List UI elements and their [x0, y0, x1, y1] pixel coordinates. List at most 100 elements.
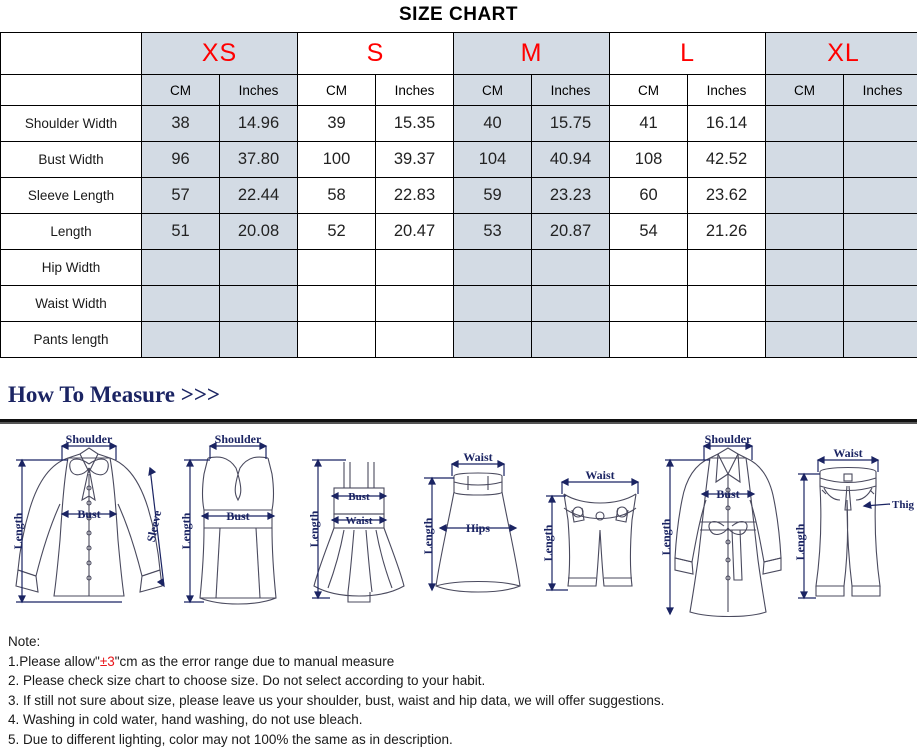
cell-sleeve-xl-in: [843, 177, 917, 214]
notes-section: Note: 1.Please allow"±3"cm as the error …: [0, 626, 917, 749]
label-shoulder: Shoulder: [705, 432, 752, 446]
label-length: Length: [179, 512, 193, 549]
cell-pants-xs-in: [218, 321, 299, 358]
label-bust: Bust: [226, 509, 249, 523]
cell-length-xl-cm: [765, 213, 845, 250]
size-chart-table: XS S M L XL CM Inches CM Inches CM Inche…: [0, 32, 917, 358]
size-header-row: XS S M L XL: [0, 32, 917, 75]
label-length: Length: [11, 512, 25, 549]
cell-length-l-cm: 54: [609, 213, 689, 250]
cell-bust-xs-cm: 96: [141, 141, 220, 178]
cell-waist-xs-cm: [141, 285, 220, 322]
cell-sleeve-m-cm: 59: [453, 177, 533, 214]
label-shoulder: Shoulder: [66, 432, 113, 446]
cell-shoulder-m-cm: 40: [453, 105, 533, 142]
label-length: Length: [794, 523, 807, 560]
cell-bust-s-in: 39.37: [375, 141, 455, 178]
unit-header-row: CM Inches CM Inches CM Inches CM Inches …: [0, 74, 917, 106]
cell-waist-xs-in: [218, 285, 299, 322]
label-thigh: Thigh: [892, 499, 914, 511]
size-header-xs: XS: [140, 32, 299, 75]
cell-sleeve-s-in: 22.83: [375, 177, 455, 214]
unit-header-xl-inches: Inches: [843, 74, 917, 106]
cell-length-m-cm: 53: [453, 213, 533, 250]
cell-shoulder-xs-in: 14.96: [218, 105, 299, 142]
cell-shoulder-l-cm: 41: [609, 105, 689, 142]
garment-strap-dress: Bust Waist Length: [302, 430, 418, 626]
table-row: Waist Width: [0, 285, 917, 322]
table-row: Pants length: [0, 321, 917, 358]
note-line-3: 3. If still not sure about size, please …: [8, 692, 665, 708]
unit-header-l-inches: Inches: [687, 74, 767, 106]
table-row: Length 51 20.08 52 20.47 53 20.87 54 21.…: [0, 213, 917, 250]
label-length: Length: [421, 517, 435, 554]
cell-bust-xl-cm: [765, 141, 845, 178]
cell-sleeve-m-in: 23.23: [531, 177, 611, 214]
cell-sleeve-s-cm: 58: [297, 177, 377, 214]
label-waist: Waist: [346, 515, 373, 527]
cell-shoulder-l-in: 16.14: [687, 105, 767, 142]
cell-pants-l-in: [687, 321, 767, 358]
label-bust: Bust: [77, 507, 100, 521]
cell-hip-s-in: [375, 249, 455, 286]
label-shoulder: Shoulder: [215, 432, 262, 446]
cell-bust-xs-in: 37.80: [218, 141, 299, 178]
unit-header-xs-inches: Inches: [218, 74, 299, 106]
cell-length-xs-in: 20.08: [218, 213, 299, 250]
cell-shoulder-xs-cm: 38: [141, 105, 220, 142]
cell-waist-xl-cm: [765, 285, 845, 322]
row-label-shoulder-width: Shoulder Width: [0, 105, 142, 142]
notes-heading: Note:: [8, 634, 41, 649]
cell-hip-xs-in: [218, 249, 299, 286]
cell-pants-m-in: [531, 321, 611, 358]
cell-shoulder-xl-cm: [765, 105, 845, 142]
cell-length-l-in: 21.26: [687, 213, 767, 250]
note-line-4: 4. Washing in cold water, hand washing, …: [8, 712, 363, 727]
row-label-hip-width: Hip Width: [0, 249, 142, 286]
cell-pants-s-in: [375, 321, 455, 358]
label-waist: Waist: [833, 446, 862, 460]
table-row: Shoulder Width 38 14.96 39 15.35 40 15.7…: [0, 105, 917, 142]
cell-sleeve-l-cm: 60: [609, 177, 689, 214]
cell-length-xl-in: [843, 213, 917, 250]
table-corner-cell-2: [0, 74, 142, 106]
cell-shoulder-s-cm: 39: [297, 105, 377, 142]
cell-bust-l-cm: 108: [609, 141, 689, 178]
cell-pants-xl-in: [843, 321, 917, 358]
cell-bust-xl-in: [843, 141, 917, 178]
cell-hip-s-cm: [297, 249, 377, 286]
label-hips: Hips: [466, 521, 490, 535]
table-row: Sleeve Length 57 22.44 58 22.83 59 23.23…: [0, 177, 917, 214]
cell-hip-l-cm: [609, 249, 689, 286]
cell-hip-m-cm: [453, 249, 533, 286]
size-header-s: S: [297, 32, 455, 75]
cell-bust-m-in: 40.94: [531, 141, 611, 178]
cell-sleeve-l-in: 23.62: [687, 177, 767, 214]
label-length: Length: [541, 524, 555, 561]
label-bust: Bust: [716, 487, 739, 501]
cell-shoulder-m-in: 15.75: [531, 105, 611, 142]
unit-header-m-inches: Inches: [531, 74, 611, 106]
cell-hip-xl-cm: [765, 249, 845, 286]
garment-blouse: Shoulder Bust Length Sleeve: [2, 430, 174, 626]
cell-waist-m-in: [531, 285, 611, 322]
cell-length-xs-cm: 51: [141, 213, 220, 250]
label-waist: Waist: [463, 450, 492, 464]
cell-bust-s-cm: 100: [297, 141, 377, 178]
cell-hip-l-in: [687, 249, 767, 286]
cell-pants-s-cm: [297, 321, 377, 358]
cell-waist-s-cm: [297, 285, 377, 322]
note-line-1: 1.Please allow"±3"cm as the error range …: [8, 653, 395, 669]
cell-waist-xl-in: [843, 285, 917, 322]
row-label-bust-width: Bust Width: [0, 141, 142, 178]
unit-header-xs-cm: CM: [141, 74, 220, 106]
label-length: Length: [307, 510, 321, 547]
cell-waist-s-in: [375, 285, 455, 322]
cell-length-m-in: 20.87: [531, 213, 611, 250]
how-to-measure-heading: How To Measure >>>: [8, 382, 221, 407]
unit-header-s-inches: Inches: [375, 74, 455, 106]
size-header-m: M: [453, 32, 611, 75]
table-corner-cell: [0, 32, 142, 75]
cell-length-s-in: 20.47: [375, 213, 455, 250]
cell-pants-m-cm: [453, 321, 533, 358]
